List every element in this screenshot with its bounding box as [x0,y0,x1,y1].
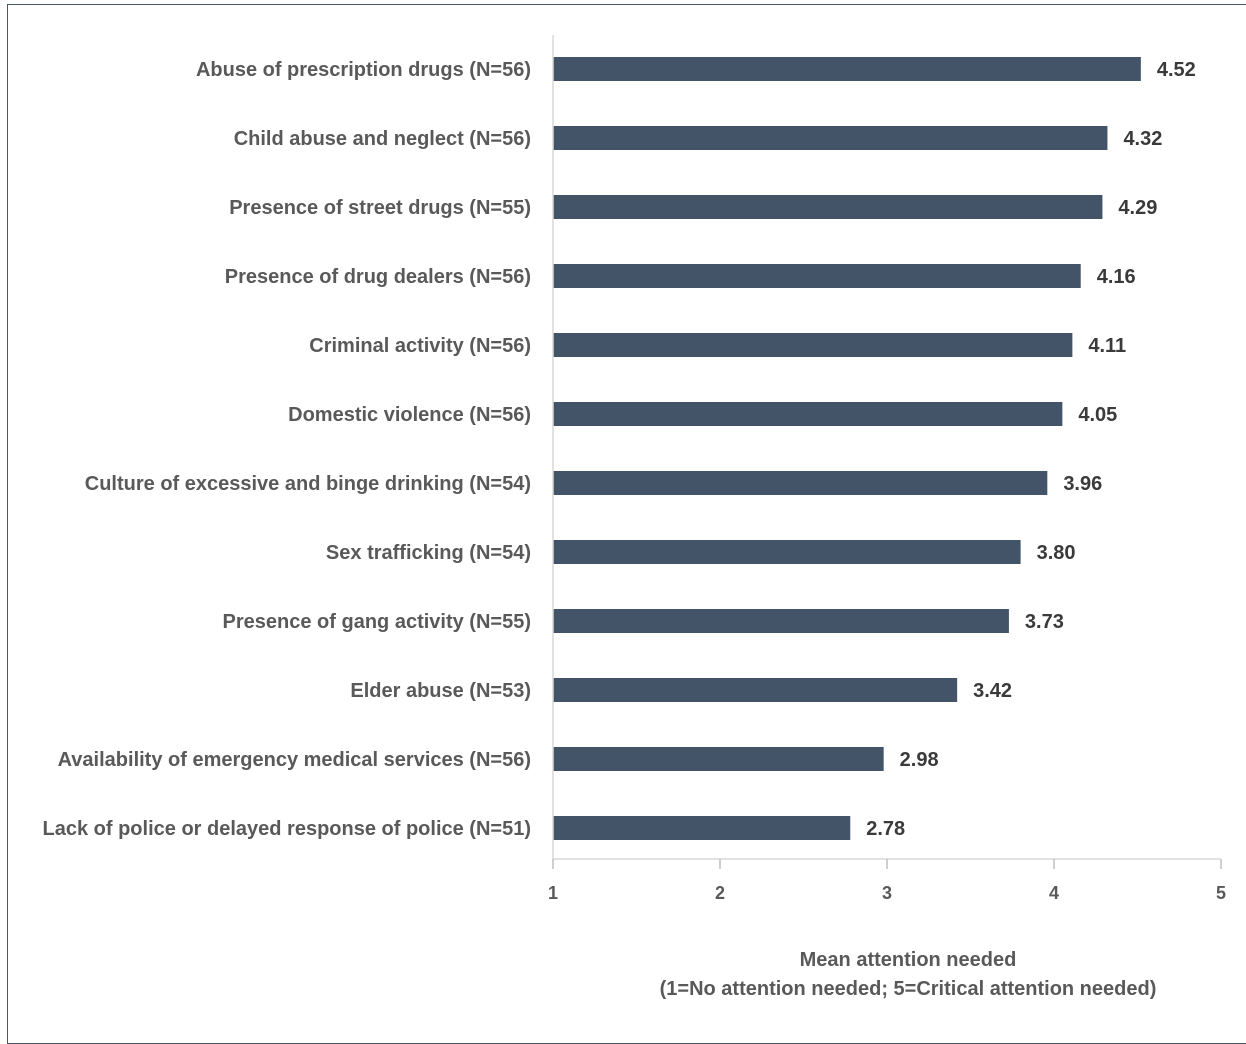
category-labels: Abuse of prescription drugs (N=56) Child … [43,59,531,840]
bar-6 [553,402,1063,426]
value-label-4: 4.16 [1097,266,1136,288]
category-label-11: Availability of emergency medical servic… [58,749,531,771]
x-tick-label-5: 5 [1216,883,1226,903]
value-label-9: 3.73 [1025,611,1064,633]
category-label-2: Child abuse and neglect (N=56) [234,128,531,150]
category-label-9: Presence of gang activity (N=55) [223,611,531,633]
bar-chart: Abuse of prescription drugs (N=56) Child … [43,35,1226,1000]
value-label-10: 3.42 [973,680,1012,702]
category-label-12: Lack of police or delayed response of po… [43,818,531,840]
x-tick-label-4: 4 [1049,883,1059,903]
bar-1 [553,57,1141,81]
category-label-3: Presence of street drugs (N=55) [229,197,531,219]
bar-3 [553,195,1103,219]
value-label-1: 4.52 [1157,59,1196,81]
bar-5 [553,333,1073,357]
value-label-11: 2.98 [900,749,939,771]
value-label-5: 4.11 [1088,335,1126,357]
value-label-3: 4.29 [1118,197,1157,219]
value-label-12: 2.78 [866,818,905,840]
x-axis-title-line1: Mean attention needed [800,949,1017,971]
value-label-7: 3.96 [1063,473,1102,495]
value-label-8: 3.80 [1037,542,1076,564]
category-label-8: Sex trafficking (N=54) [326,542,531,564]
category-label-1: Abuse of prescription drugs (N=56) [196,59,531,81]
bar-2 [553,126,1108,150]
value-label-6: 4.05 [1078,404,1117,426]
chart-frame: Abuse of prescription drugs (N=56) Child … [7,4,1246,1044]
bars-group [553,57,1141,840]
x-tick-label-2: 2 [715,883,725,903]
category-label-10: Elder abuse (N=53) [350,680,531,702]
category-label-5: Criminal activity (N=56) [309,335,531,357]
x-axis: 1 2 3 4 5 [548,35,1226,903]
bar-4 [553,264,1081,288]
bar-12 [553,816,851,840]
bar-11 [553,747,884,771]
x-tick-label-3: 3 [882,883,892,903]
category-label-4: Presence of drug dealers (N=56) [225,266,531,288]
value-label-2: 4.32 [1123,128,1162,150]
x-tick-label-1: 1 [548,883,558,903]
bar-8 [553,540,1021,564]
bar-7 [553,471,1048,495]
x-axis-title-line2: (1=No attention needed; 5=Critical atten… [660,978,1157,1000]
category-label-6: Domestic violence (N=56) [288,404,531,426]
bar-10 [553,678,958,702]
value-labels: 4.52 4.32 4.29 4.16 4.11 4.05 3.96 3.80 3.73 3.42… [866,59,1196,840]
bar-9 [553,609,1009,633]
category-label-7: Culture of excessive and binge drinking … [85,473,531,495]
